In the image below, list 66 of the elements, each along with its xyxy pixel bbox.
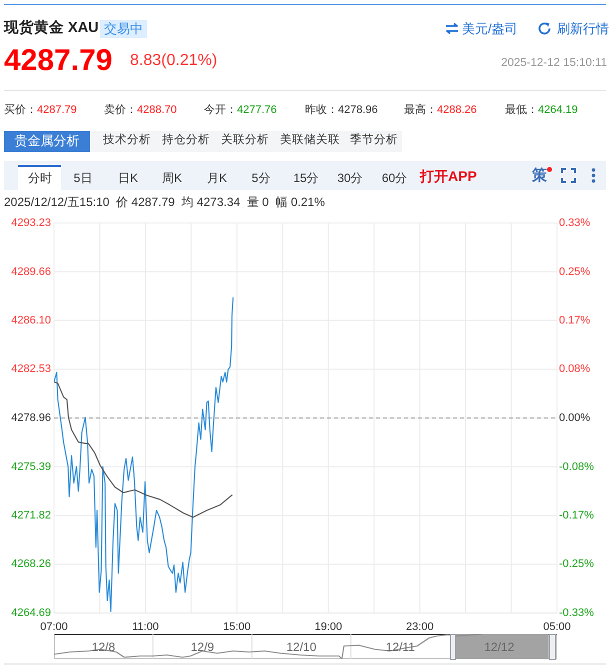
- text: 持仓分析: [162, 134, 210, 146]
- text: 日K: [116, 171, 139, 185]
- y-tick-label: 4286.10: [11, 314, 51, 326]
- x-tick-label: 11:00: [132, 620, 159, 633]
- text: 卖价：: [104, 104, 137, 116]
- y2-tick-label: -0.17%: [559, 510, 594, 522]
- x-tick-label: 12/9: [190, 640, 214, 654]
- x-tick-label: 23:00: [406, 620, 434, 633]
- text: 策: [532, 166, 547, 184]
- text: 打开APP: [420, 168, 477, 184]
- y2-tick-label: -0.25%: [559, 558, 594, 570]
- text: 美联储关联: [280, 134, 340, 146]
- x-tick-label: 12/10: [286, 640, 317, 654]
- text: 刷新行情: [557, 21, 609, 36]
- text: 今开：: [204, 104, 237, 116]
- text: 关联分析: [221, 134, 269, 146]
- text: 4277.76: [237, 104, 277, 116]
- text: 4288.70: [137, 104, 177, 116]
- text: 昨收：: [305, 104, 338, 116]
- text: 5日: [72, 171, 94, 185]
- y-tick-label: 4271.82: [11, 510, 51, 522]
- y2-tick-label: -0.33%: [559, 607, 594, 619]
- text: 贵金属分析: [4, 131, 90, 152]
- text: 4287.79: [4, 44, 112, 77]
- text: 分时: [27, 171, 53, 185]
- y2-tick-label: 0.33%: [559, 217, 590, 229]
- text: 技术分析: [103, 134, 151, 146]
- x-tick-label: 19:00: [314, 620, 342, 633]
- line-series: [54, 381, 233, 518]
- text: 周K: [160, 171, 183, 185]
- x-tick-label: 05:00: [543, 620, 571, 633]
- line-series: [54, 296, 234, 612]
- y-tick-label: 4293.23: [11, 217, 51, 229]
- text: 30分: [336, 171, 364, 185]
- y2-tick-label: 0.17%: [559, 314, 590, 326]
- text: 8.83(0.21%): [130, 52, 218, 69]
- text: 美元/盎司: [462, 21, 518, 36]
- text: 买价：: [4, 104, 37, 116]
- chart-title: 现货黄金 XAU: [4, 20, 99, 36]
- x-tick-label: 07:00: [40, 620, 68, 633]
- y2-tick-label: -0.08%: [559, 460, 594, 473]
- text: 2025-12-12 15:10:11: [501, 57, 607, 70]
- text: 季节分析: [350, 134, 398, 146]
- text: 月K: [206, 171, 228, 185]
- y-tick-label: 4264.69: [11, 607, 51, 619]
- text: 4287.79: [37, 104, 77, 116]
- y-tick-label: 4275.39: [11, 460, 51, 473]
- y-tick-label: 4278.96: [11, 412, 51, 424]
- text: 最低：: [505, 104, 538, 116]
- text: 4278.96: [338, 104, 378, 116]
- x-tick-label: 12/12: [484, 640, 515, 654]
- y2-tick-label: 0.00%: [559, 412, 590, 424]
- text: 交易中: [100, 20, 147, 38]
- y-tick-label: 4268.26: [11, 558, 51, 570]
- text: 最高：: [404, 104, 437, 116]
- y-tick-label: 4289.66: [11, 266, 51, 278]
- text: 4288.26: [437, 104, 477, 116]
- text: 60分: [380, 171, 408, 185]
- x-tick-label: 15:00: [223, 620, 251, 633]
- y-tick-label: 4282.53: [11, 363, 51, 376]
- text: 2025/12/12/五15:10 价 4287.79 均 4273.34 量 0 幅 0.21%: [4, 195, 325, 209]
- text: 15分: [292, 171, 320, 185]
- y2-tick-label: 0.25%: [559, 266, 590, 278]
- y2-tick-label: 0.08%: [559, 363, 590, 376]
- text: 4264.19: [538, 104, 578, 116]
- text: 5分: [250, 171, 272, 185]
